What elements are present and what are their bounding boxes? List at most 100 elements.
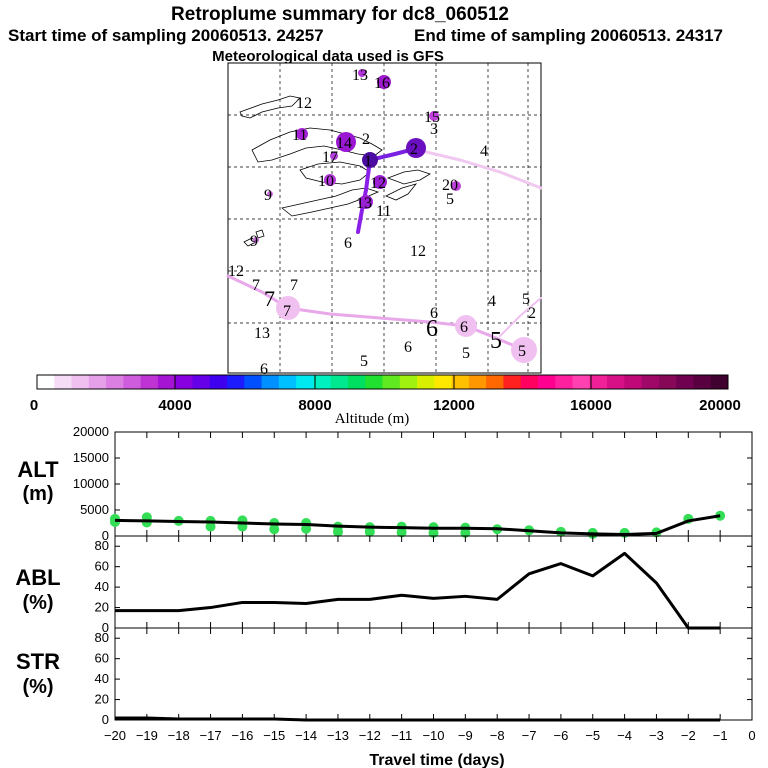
data-marker (396, 527, 407, 538)
x-tick-label: −12 (359, 728, 381, 743)
colorbar-swatch (313, 375, 332, 389)
colorbar-swatch (106, 375, 124, 389)
day-label: 1 (364, 153, 372, 170)
colorbar-swatch (140, 375, 159, 389)
colorbar-swatch (486, 375, 504, 389)
day-label: 5 (522, 291, 530, 308)
met-data-label: Meteorological data used is GFS (212, 48, 444, 65)
trajectory-lower-east (499, 297, 542, 337)
y-tick-label: 15000 (73, 450, 109, 465)
colorbar-swatch (209, 375, 228, 389)
day-label: 6 (430, 305, 438, 322)
day-label: 9 (250, 233, 258, 250)
day-label: 6 (426, 316, 438, 342)
x-tick-label: −17 (200, 728, 222, 743)
colorbar-swatch (520, 375, 539, 389)
y-tick-label: 80 (95, 630, 109, 645)
trajectory-lower (226, 274, 526, 352)
series-line-str (115, 716, 721, 722)
day-label: 16 (374, 75, 390, 92)
day-label: 12 (370, 175, 386, 192)
colorbar-swatch (676, 375, 694, 389)
end-time-label: End time of sampling 20060513. 24317 (414, 26, 723, 45)
x-tick-label: −11 (391, 728, 412, 743)
day-label: 14 (336, 135, 352, 152)
x-tick-label: −15 (263, 728, 285, 743)
colorbar-swatch (693, 375, 712, 389)
x-tick-label: −8 (490, 728, 505, 743)
colorbar-swatch (537, 375, 556, 389)
panel-frame (114, 627, 753, 721)
particle-marker (336, 132, 356, 152)
y-tick-label: 0 (102, 620, 109, 635)
colorbar-label-2: 8000 (298, 397, 331, 414)
x-tick-label: −13 (327, 728, 349, 743)
particle-marker (358, 69, 366, 77)
day-label: 11 (292, 127, 307, 144)
day-label: 2 (362, 131, 370, 148)
colorbar-swatch (71, 375, 90, 389)
particle-marker (429, 111, 439, 121)
data-marker (141, 517, 152, 528)
x-tick-label: −10 (422, 728, 444, 743)
start-time-label: Start time of sampling 20060513. 24257 (8, 26, 324, 45)
abl-panel-unit: (%) (22, 592, 53, 614)
panel-abl: 0 20 40 60 80 (95, 535, 753, 635)
colorbar-swatch (365, 375, 383, 389)
day-label: 13 (352, 67, 368, 84)
colorbar-swatch (157, 375, 176, 389)
colorbar-swatch (451, 375, 470, 389)
y-tick-label: 60 (95, 651, 109, 666)
x-tick-label: −18 (168, 728, 190, 743)
x-tick-label: −16 (231, 728, 253, 743)
colorbar-swatch (658, 375, 677, 389)
x-tick-label: −4 (617, 728, 632, 743)
particle-marker (451, 181, 461, 191)
x-tick-label: −6 (553, 728, 568, 743)
alt-panel-unit: (m) (22, 483, 53, 505)
x-tick-label: −7 (522, 728, 537, 743)
day-label: 5 (490, 328, 502, 354)
day-label: 5 (518, 343, 526, 360)
colorbar-swatch (382, 375, 401, 389)
colorbar-swatch (399, 375, 418, 389)
colorbar-swatch (624, 375, 643, 389)
series-line-abl (115, 551, 721, 630)
day-label: 2 (410, 141, 418, 158)
x-tick-label: −1 (713, 728, 728, 743)
x-tick-label: −14 (295, 728, 317, 743)
particle-marker (373, 175, 387, 189)
day-label: 6 (260, 361, 268, 378)
x-tick-label: −20 (104, 728, 126, 743)
day-label: 9 (264, 187, 272, 204)
colorbar-swatch (296, 375, 314, 389)
y-tick-label: 80 (95, 538, 109, 553)
alt-panel-label: ALT (17, 457, 59, 482)
colorbar-swatch (607, 375, 625, 389)
day-label: 20 (442, 177, 458, 194)
day-label: 5 (360, 353, 368, 370)
colorbar-swatch (330, 375, 349, 389)
colorbar-frame (36, 374, 729, 390)
y-tick-label: 10000 (73, 476, 109, 491)
colorbar-swatch (503, 375, 522, 389)
altitude-colorbar (36, 374, 729, 390)
colorbar-label-5: 20000 (699, 397, 741, 414)
day-label: 5 (462, 345, 470, 362)
particle-marker (455, 315, 477, 337)
day-label: 7 (290, 277, 298, 294)
data-marker (428, 527, 439, 538)
particle-marker (359, 195, 373, 209)
particle-marker (377, 75, 391, 89)
colorbar-swatch (710, 375, 729, 389)
colorbar-swatch (278, 375, 297, 389)
trajectory-map: 13 16 12 15 3 11 14 2 1 17 2 4 10 12 20 … (226, 62, 543, 378)
colorbar-swatch (468, 375, 487, 389)
series-line-alt (114, 514, 721, 536)
data-marker (110, 516, 120, 527)
data-marker (301, 523, 312, 534)
y-tick-label: 40 (95, 579, 109, 594)
day-label: 15 (424, 109, 440, 126)
